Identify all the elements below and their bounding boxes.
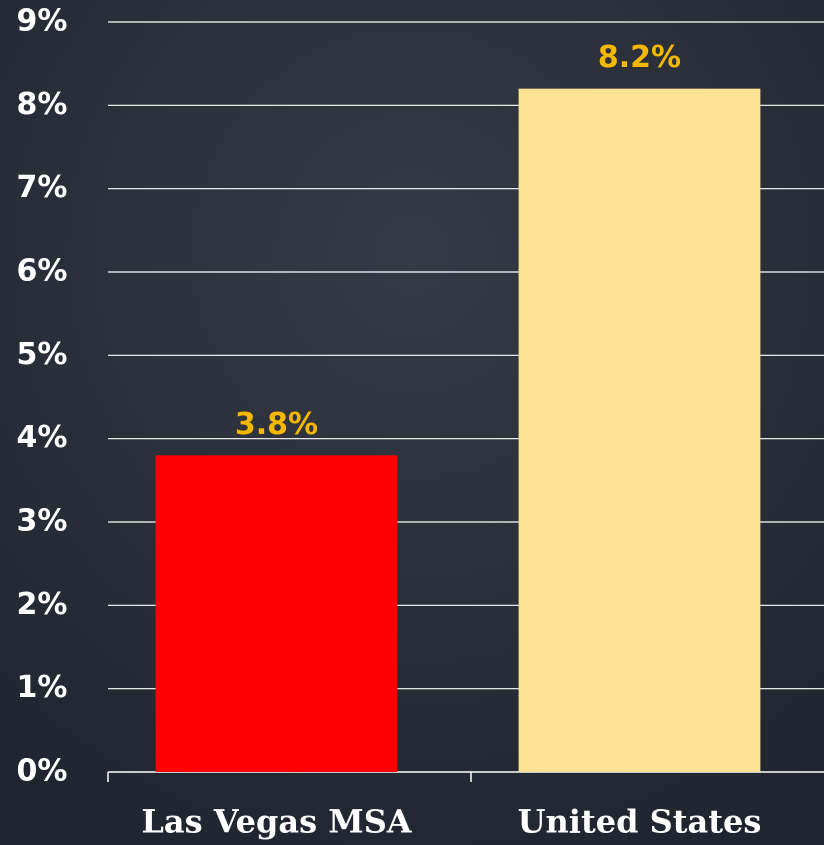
y-tick-label: 5% — [17, 337, 68, 372]
x-tick-label: United States — [518, 803, 762, 841]
value-label: 8.2% — [598, 40, 681, 75]
y-tick-label: 2% — [17, 587, 68, 622]
y-tick-label: 6% — [17, 254, 68, 289]
y-tick-label: 1% — [17, 670, 68, 705]
y-tick-label: 4% — [17, 420, 68, 455]
y-tick-label: 9% — [17, 4, 68, 39]
y-tick-label: 3% — [17, 504, 68, 539]
bar — [156, 455, 398, 772]
y-tick-label: 8% — [17, 87, 68, 122]
x-tick-label: Las Vegas MSA — [141, 803, 412, 841]
value-label: 3.8% — [235, 407, 318, 442]
y-tick-label: 0% — [17, 754, 68, 789]
y-tick-label: 7% — [17, 170, 68, 205]
bar — [519, 89, 761, 772]
chart: 0% 1% 2% 3% 4% 5% 6% 7% 8% 9% Las Vegas MSA 3.8% Uni… — [0, 0, 824, 845]
